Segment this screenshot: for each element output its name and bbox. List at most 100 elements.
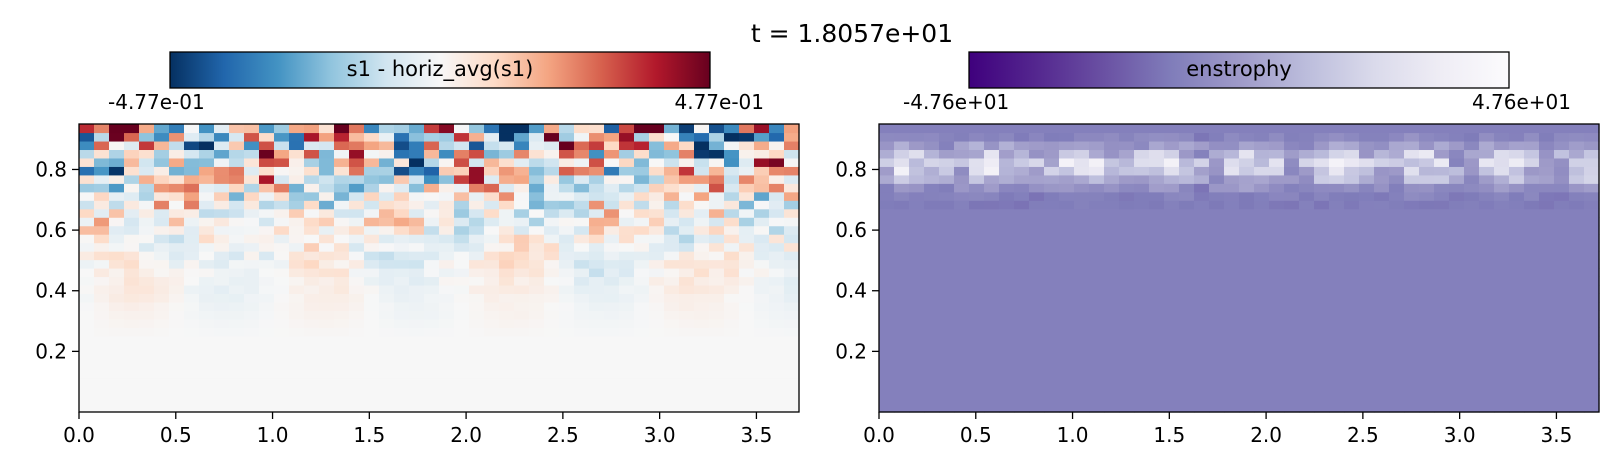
heatmap-cell	[969, 284, 985, 295]
heatmap-cell	[1359, 132, 1375, 142]
heatmap-cell	[1014, 276, 1030, 286]
heatmap-cell	[1404, 361, 1420, 371]
heatmap-cell	[954, 132, 970, 142]
heatmap-cell	[1359, 403, 1375, 413]
heatmap-cell	[454, 395, 470, 405]
heatmap-cell	[1284, 242, 1300, 252]
heatmap-cell	[94, 310, 110, 320]
heatmap-cell	[334, 361, 350, 371]
heatmap-cell	[529, 327, 545, 337]
heatmap-cell	[1569, 166, 1585, 176]
heatmap-cell	[649, 310, 665, 320]
heatmap-cell	[1074, 191, 1090, 201]
heatmap-cell	[1569, 344, 1585, 354]
heatmap-cell	[319, 208, 335, 218]
heatmap-cell	[274, 318, 290, 328]
heatmap-cell	[94, 268, 110, 278]
heatmap-cell	[214, 174, 230, 184]
heatmap-cell	[289, 234, 305, 244]
heatmap-cell	[589, 132, 605, 142]
heatmap-cell	[244, 166, 260, 176]
heatmap-cell	[1209, 293, 1225, 303]
heatmap-cell	[559, 132, 575, 142]
heatmap-cell	[1074, 251, 1090, 261]
heatmap-cell	[454, 344, 470, 354]
heatmap-cell	[1449, 369, 1465, 379]
heatmap-cell	[999, 174, 1015, 184]
heatmap-cell	[1014, 268, 1030, 278]
heatmap-cell	[349, 327, 365, 337]
heatmap-cell	[709, 395, 725, 405]
heatmap-cell	[1194, 386, 1210, 396]
heatmap-cell	[1254, 166, 1270, 176]
heatmap-cell	[214, 403, 230, 413]
heatmap-cell	[1209, 378, 1225, 388]
heatmap-cell	[1569, 310, 1585, 320]
heatmap-cell	[1374, 200, 1390, 210]
colorbar-left	[169, 51, 711, 89]
heatmap-cell	[1479, 259, 1495, 269]
heatmap-cell	[1494, 200, 1510, 210]
heatmap-cell	[1569, 369, 1585, 379]
heatmap-cell	[939, 395, 955, 405]
heatmap-cell	[499, 361, 515, 371]
heatmap-cell	[184, 132, 200, 142]
heatmap-cell	[1419, 200, 1435, 210]
heatmap-cell	[394, 361, 410, 371]
heatmap-cell	[1449, 208, 1465, 218]
heatmap-cell	[1419, 259, 1435, 269]
heatmap-cell	[879, 183, 895, 193]
heatmap-cell	[559, 225, 575, 235]
heatmap-cell	[1344, 403, 1360, 413]
heatmap-cell	[1479, 293, 1495, 303]
heatmap-cell	[1044, 234, 1060, 244]
heatmap-cell	[169, 361, 185, 371]
heatmap-cell	[1044, 157, 1060, 167]
heatmap-cell	[739, 251, 755, 261]
heatmap-cell	[784, 217, 800, 227]
heatmap-cell	[379, 335, 395, 345]
heatmap-cell	[1479, 403, 1495, 413]
heatmap-cell	[634, 284, 650, 295]
heatmap-cell	[319, 149, 335, 159]
heatmap-cell	[1494, 403, 1510, 413]
heatmap-cell	[1194, 395, 1210, 405]
heatmap-cell	[1239, 268, 1255, 278]
heatmap-cell	[154, 234, 170, 244]
heatmap-cell	[304, 251, 320, 261]
heatmap-cell	[1134, 234, 1150, 244]
heatmap-cell	[1299, 242, 1315, 252]
heatmap-cell	[1074, 157, 1090, 167]
heatmap-cell	[1134, 149, 1150, 159]
heatmap-cell	[1059, 149, 1075, 159]
heatmap-cell	[589, 284, 605, 295]
heatmap-cell	[1074, 208, 1090, 218]
heatmap-cell	[634, 124, 650, 134]
heatmap-cell	[379, 234, 395, 244]
heatmap-cell	[1584, 268, 1600, 278]
heatmap-cell	[1329, 251, 1345, 261]
heatmap-cell	[139, 310, 155, 320]
y-tick-label: 0.4	[835, 279, 867, 303]
heatmap-cell	[1239, 259, 1255, 269]
heatmap-cell	[184, 124, 200, 134]
heatmap-cell	[1404, 234, 1420, 244]
heatmap-cell	[559, 124, 575, 134]
heatmap-cell	[214, 310, 230, 320]
heatmap-cell	[1509, 251, 1525, 261]
heatmap-cell	[1149, 140, 1165, 151]
heatmap-cell	[244, 395, 260, 405]
heatmap-cell	[424, 344, 440, 354]
heatmap-cell	[1359, 293, 1375, 303]
heatmap-cell	[514, 344, 530, 354]
heatmap-cell	[94, 225, 110, 235]
heatmap-cell	[499, 140, 515, 151]
heatmap-cell	[94, 259, 110, 269]
heatmap-cell	[709, 386, 725, 396]
heatmap-cell	[1524, 208, 1540, 218]
heatmap-cell	[139, 293, 155, 303]
heatmap-cell	[969, 335, 985, 345]
heatmap-cell	[1179, 395, 1195, 405]
heatmap-cell	[544, 259, 560, 269]
heatmap-cell	[274, 225, 290, 235]
